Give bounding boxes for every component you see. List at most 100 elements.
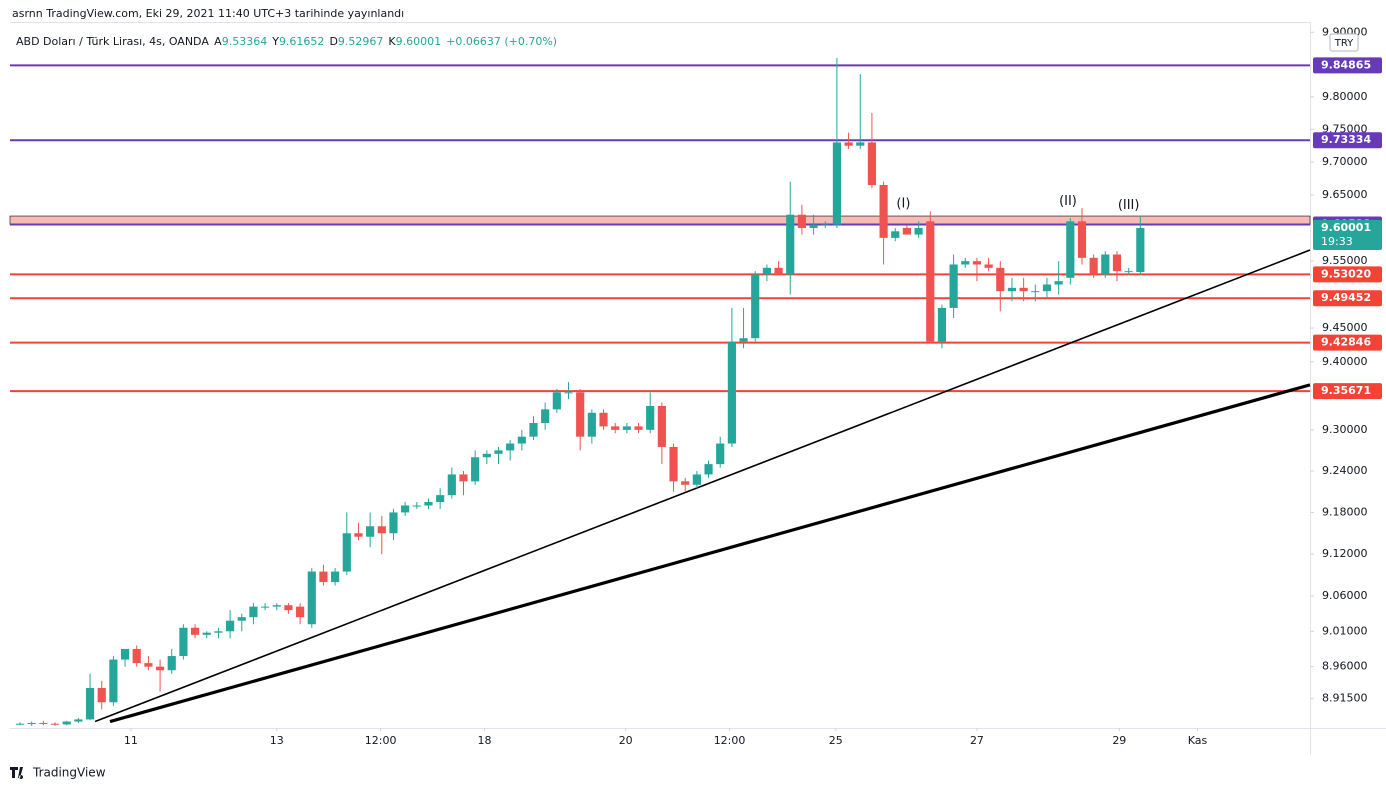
candle-body <box>120 648 130 660</box>
candle-body <box>307 571 316 625</box>
candle-body <box>797 214 806 228</box>
x-tick-label: 13 <box>270 734 284 747</box>
price-tag <box>1313 290 1382 307</box>
candle-body <box>27 722 36 724</box>
legend-key: K <box>388 35 396 48</box>
candle-body <box>202 632 211 635</box>
candle-body <box>646 405 655 430</box>
footer-text: TradingView <box>32 766 106 780</box>
candle-body <box>937 307 947 342</box>
candle-body <box>587 412 596 437</box>
candle-body <box>984 264 993 268</box>
candle-body <box>1019 287 1028 292</box>
candle-body <box>50 723 60 725</box>
y-tick-label: 9.06000 <box>1322 589 1368 602</box>
candle-body <box>389 512 398 534</box>
y-tick-label: 9.30000 <box>1322 423 1368 436</box>
x-tick-label: 20 <box>619 734 633 747</box>
x-tick-label: 27 <box>970 734 984 747</box>
price-tag <box>1313 57 1382 74</box>
candle-body <box>167 656 176 671</box>
candle-body <box>494 450 503 454</box>
legend-key: Y <box>271 35 279 48</box>
y-tick-label: 9.55000 <box>1322 254 1368 267</box>
x-tick-label: 11 <box>124 734 138 747</box>
candle-body <box>879 185 888 238</box>
candle-body <box>867 142 877 186</box>
candle-body <box>832 142 841 225</box>
x-tick-label: 25 <box>829 734 843 747</box>
candle-body <box>1007 287 1017 292</box>
x-tick-label: 29 <box>1112 734 1126 747</box>
candle-body <box>179 627 188 657</box>
candle-body <box>856 142 865 146</box>
candle-body <box>1124 271 1133 273</box>
y-tick-label: 9.65000 <box>1322 188 1368 201</box>
candle-body <box>716 443 725 465</box>
candle-body <box>342 533 351 572</box>
candle-body <box>447 474 456 496</box>
wave-label: (III) <box>1118 198 1140 213</box>
y-tick-label: 9.01000 <box>1322 624 1368 637</box>
x-tick-label: 12:00 <box>714 734 746 747</box>
candle-body <box>1112 254 1122 272</box>
candle-body <box>249 606 258 618</box>
candle-body <box>1136 227 1145 273</box>
footer-logo: TradingView <box>10 766 106 780</box>
candle-body <box>377 526 386 534</box>
resistance-zone <box>9 215 1311 225</box>
y-tick-label: 8.91500 <box>1322 692 1368 705</box>
legend-value: 9.60001 <box>396 35 442 48</box>
price-tag-label: 9.42846 <box>1321 336 1371 349</box>
price-tag-label: 9.53020 <box>1321 267 1371 280</box>
x-tick-label: Kas <box>1188 734 1208 747</box>
candle-body <box>739 338 748 342</box>
candle-body <box>751 274 760 339</box>
candle-body <box>914 227 923 235</box>
candle-body <box>401 505 410 513</box>
y-tick-label: 9.12000 <box>1322 547 1368 560</box>
candle-body <box>366 526 375 537</box>
candle-body <box>681 481 690 485</box>
candle-body <box>1101 254 1110 275</box>
candle-body <box>996 267 1005 292</box>
legend-change: +0.06637 (+0.70%) <box>446 35 557 48</box>
price-tag <box>1313 266 1382 283</box>
x-tick-label: 18 <box>477 734 491 747</box>
candle-body <box>926 221 935 342</box>
candle-body <box>576 392 585 437</box>
candle-body <box>972 261 982 265</box>
candle-body <box>1066 221 1075 278</box>
legend-value: 9.53364 <box>222 35 268 48</box>
currency-label: TRY <box>1334 38 1354 49</box>
candle-body <box>272 605 281 607</box>
candle-body <box>1054 281 1063 285</box>
candle-body <box>471 457 480 482</box>
candle-body <box>97 687 106 703</box>
candle-body <box>459 474 468 482</box>
candle-body <box>319 571 328 583</box>
y-tick-label: 8.96000 <box>1322 660 1368 673</box>
candle-body <box>961 261 970 265</box>
price-tag-label: 9.73334 <box>1321 133 1371 146</box>
candle-body <box>949 264 958 308</box>
candle-body <box>529 423 538 437</box>
candle-body <box>261 606 270 608</box>
y-tick-label: 9.45000 <box>1322 321 1368 334</box>
trend-line <box>94 249 1311 723</box>
y-tick-label: 9.70000 <box>1322 155 1368 168</box>
price-tag <box>1313 334 1382 351</box>
legend-key: A <box>214 35 222 48</box>
candle-body <box>354 533 363 537</box>
legend-value: 9.61652 <box>279 35 325 48</box>
candle-body <box>786 214 795 275</box>
logo-icon <box>10 767 24 779</box>
candle-body <box>155 666 165 671</box>
legend: ABD Doları / Türk Lirası, 4s, OANDA A9.53… <box>16 35 557 48</box>
candle-body <box>15 723 25 725</box>
legend-key: D <box>329 35 337 48</box>
candle-body <box>622 426 631 430</box>
candle-body <box>436 495 445 503</box>
currency-box <box>1329 33 1359 52</box>
